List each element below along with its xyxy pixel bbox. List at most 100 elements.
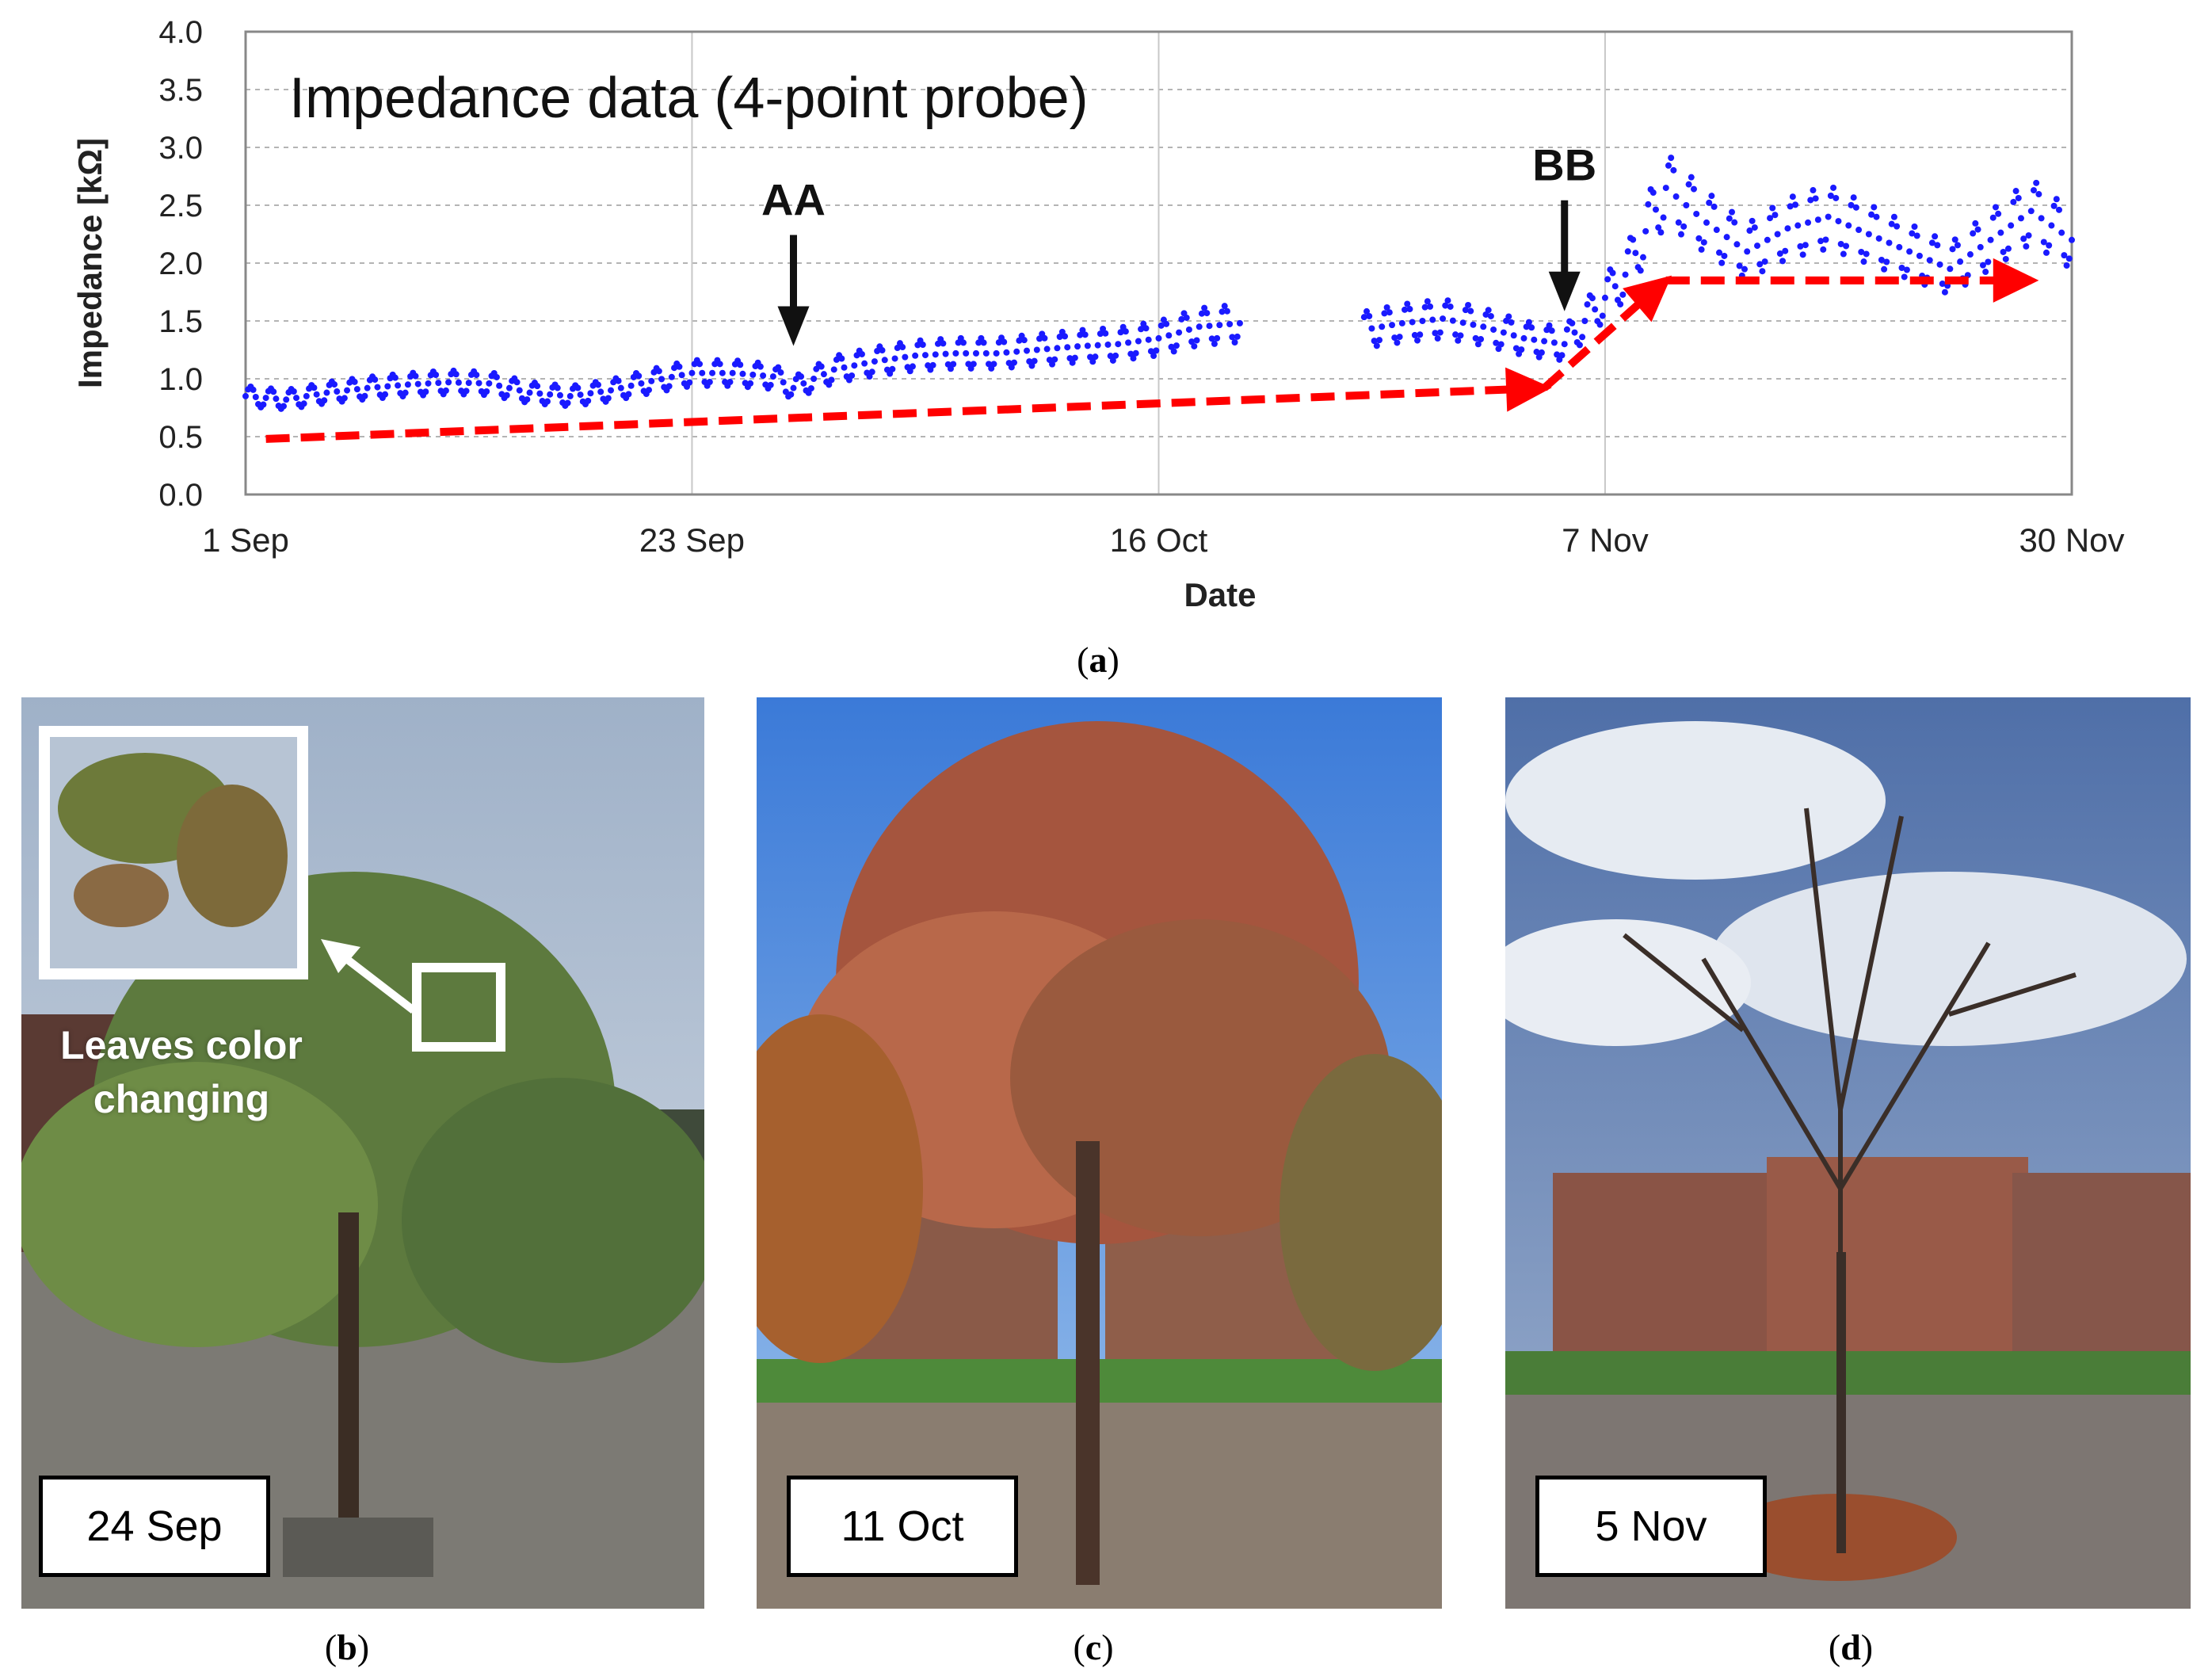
- data-point: [1541, 338, 1548, 345]
- x-tick-label: 23 Sep: [639, 521, 745, 559]
- leaves-note: Leaves color changing: [31, 1018, 332, 1126]
- data-point: [1096, 330, 1104, 338]
- data-point: [1833, 194, 1840, 201]
- data-point: [1472, 334, 1479, 342]
- data-point: [769, 373, 776, 380]
- data-point: [729, 369, 736, 376]
- data-point: [1807, 197, 1814, 204]
- data-point: [1117, 329, 1124, 336]
- y-tick-label: 1.5: [158, 304, 203, 339]
- data-point: [1989, 214, 1997, 221]
- data-point: [597, 388, 604, 395]
- annotation-arrow-head: [1548, 271, 1581, 311]
- data-point: [1135, 338, 1142, 345]
- data-point: [1427, 303, 1434, 310]
- data-point: [1825, 213, 1832, 220]
- data-point: [932, 351, 939, 358]
- data-point: [1013, 348, 1020, 355]
- data-point: [818, 363, 825, 370]
- data-point: [361, 392, 368, 399]
- data-point: [1680, 223, 1688, 230]
- data-point: [1041, 334, 1048, 342]
- data-point: [921, 352, 929, 359]
- data-point: [1379, 323, 1386, 330]
- data-point: [1216, 322, 1223, 329]
- y-tick-label: 4.0: [158, 15, 203, 50]
- data-point: [1188, 338, 1196, 346]
- data-point: [300, 400, 307, 407]
- data-point: [617, 384, 624, 391]
- data-point: [1457, 332, 1464, 339]
- data-point: [648, 377, 655, 384]
- data-point: [963, 349, 970, 357]
- data-point: [1957, 258, 1964, 265]
- data-point: [1845, 222, 1852, 229]
- annotations: AA BB: [761, 140, 1596, 346]
- photo-date-d: 5 Nov: [1535, 1476, 1767, 1577]
- data-point: [1231, 338, 1238, 346]
- data-point: [1670, 166, 1677, 174]
- data-point: [341, 395, 348, 402]
- data-point: [678, 372, 685, 379]
- data-point: [1115, 341, 1122, 348]
- data-point: [252, 393, 259, 400]
- data-point: [1873, 213, 1880, 220]
- data-point: [2010, 198, 2017, 205]
- data-point: [1894, 223, 1901, 230]
- data-point: [1510, 332, 1517, 339]
- data-point: [2012, 188, 2019, 195]
- data-point: [574, 384, 582, 391]
- data-point: [767, 381, 774, 388]
- data-point: [1125, 339, 1132, 346]
- data-point: [452, 371, 460, 378]
- data-point: [2038, 215, 2045, 222]
- data-point: [273, 395, 280, 403]
- data-point: [1525, 319, 1532, 326]
- data-point: [810, 376, 818, 382]
- data-point: [1934, 242, 1941, 249]
- data-point: [1754, 242, 1761, 250]
- data-point: [798, 373, 805, 380]
- data-point: [1459, 319, 1466, 326]
- data-point: [1875, 235, 1882, 242]
- data-point: [1639, 254, 1646, 261]
- data-point: [1558, 352, 1566, 359]
- data-point: [1229, 334, 1236, 341]
- data-point: [1820, 246, 1827, 253]
- data-point: [788, 391, 795, 398]
- data-point: [1749, 217, 1756, 224]
- data-point: [2046, 242, 2053, 249]
- data-point: [1064, 344, 1071, 351]
- data-point: [1977, 243, 1984, 250]
- data-point: [1104, 341, 1112, 348]
- data-point: [1840, 250, 1847, 258]
- data-point: [344, 387, 351, 394]
- plot-frame: [244, 30, 2073, 496]
- data-point: [1043, 346, 1051, 353]
- x-tick-label: 16 Oct: [1110, 521, 1208, 559]
- data-point: [2023, 242, 2030, 250]
- data-point: [1414, 337, 1421, 344]
- data-point: [1138, 326, 1145, 333]
- data-point: [2020, 235, 2027, 242]
- data-point: [455, 379, 462, 386]
- data-point: [1157, 322, 1165, 329]
- data-point: [1176, 329, 1183, 336]
- data-point: [871, 358, 878, 365]
- data-point: [270, 388, 277, 395]
- y-tick-label: 1.0: [158, 362, 203, 397]
- data-point: [838, 355, 845, 362]
- data-point: [658, 376, 666, 383]
- data-point: [290, 388, 297, 395]
- data-point: [635, 372, 643, 380]
- impedance-chart: AA BB 0.0 0.5 1.0 1.5 2.0 2.5 3.0 3.5 4.0 1 Sep 23…: [71, 15, 2125, 613]
- data-point: [1366, 312, 1373, 319]
- data-point: [919, 341, 926, 348]
- caption-b-letter: b: [337, 1627, 357, 1667]
- data-point: [1561, 341, 1568, 348]
- data-point: [1592, 306, 1599, 313]
- data-point: [1688, 174, 1695, 181]
- data-point: [1153, 347, 1160, 354]
- data-point: [242, 392, 249, 399]
- data-point: [1805, 219, 1812, 226]
